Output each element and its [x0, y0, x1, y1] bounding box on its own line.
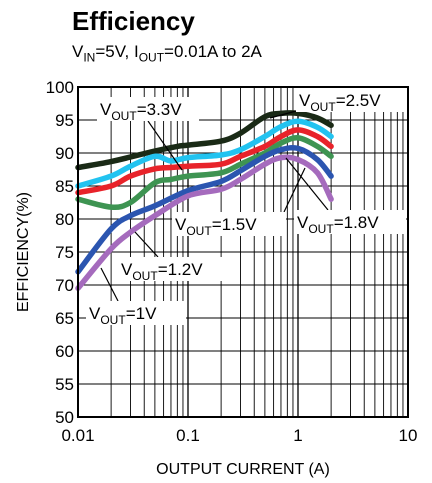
series-label-vout-1-8v: VOUT=1.8V	[297, 213, 379, 236]
annotation-leaders	[100, 109, 329, 302]
label-bg-vout-2-5v	[296, 88, 406, 112]
x-tick-label: 1	[293, 426, 302, 445]
series-label-vout-1-2v: VOUT=1.2V	[121, 260, 203, 283]
series-lines	[75, 110, 334, 292]
series-label-vout-3-3v: VOUT=3.3V	[100, 100, 182, 123]
chart-title: Efficiency	[72, 6, 195, 36]
x-tick-label: 0.01	[61, 426, 94, 445]
series-line-vout-1-2v	[75, 144, 334, 275]
chart-subtitle: VIN=5V, IOUT=0.01A to 2A	[72, 42, 262, 64]
x-axis-label: OUTPUT CURRENT (A)	[156, 461, 330, 478]
x-tick-label: 10	[399, 426, 418, 445]
label-v: V	[121, 260, 133, 279]
label-v: V	[89, 304, 101, 323]
y-tick-label: 85	[55, 177, 74, 196]
label-bg-vout-1-2v	[118, 257, 232, 281]
series-label-vout-2-5v: VOUT=2.5V	[299, 91, 381, 114]
series-line-vout-2-5v	[75, 110, 334, 171]
label-v: V	[299, 91, 311, 110]
subtitle-i-sub: OUT	[138, 50, 165, 65]
subtitle-v-rest: =5V,	[95, 42, 134, 61]
subtitle-i: I	[133, 42, 139, 61]
label-sub: OUT	[186, 224, 212, 238]
series-line-vout-1-5v	[75, 135, 334, 210]
label-value: =1V	[126, 304, 157, 323]
label-sub: OUT	[100, 313, 126, 327]
x-tick-label: 0.1	[176, 426, 200, 445]
label-v: V	[100, 100, 112, 119]
series-line-vout-1v	[75, 154, 334, 292]
series-line-vout-1-8v	[75, 127, 334, 196]
label-v: V	[175, 215, 187, 234]
label-value: =1.2V	[158, 260, 204, 279]
label-value: =3.3V	[137, 100, 183, 119]
label-value: =1.5V	[212, 215, 258, 234]
label-bg-vout-1-5v	[172, 212, 286, 236]
series-label-vout-1-5v: VOUT=1.5V	[175, 215, 257, 238]
label-value: =2.5V	[336, 91, 382, 110]
label-sub: OUT	[111, 109, 137, 123]
leader-line-vout-3-3v	[147, 120, 183, 171]
label-bg-vout-1v	[86, 301, 186, 325]
y-tick-label: 55	[55, 375, 74, 394]
label-v: V	[297, 213, 309, 232]
label-bg-vout-1-8v	[294, 210, 406, 234]
leader-line-vout-1-2v	[134, 231, 159, 258]
y-tick-labels: 50 55 60 65 70 75 80 85 90 95 100	[46, 78, 74, 427]
leader-line-vout-1v	[100, 267, 119, 302]
label-sub: OUT	[132, 269, 158, 283]
y-tick-label: 90	[55, 144, 74, 163]
y-tick-label: 80	[55, 210, 74, 229]
y-tick-label: 95	[55, 111, 74, 130]
series-label-vout-1v: VOUT=1V	[89, 304, 157, 327]
subtitle-v-sub: IN	[83, 50, 96, 65]
y-tick-label: 70	[55, 276, 74, 295]
y-tick-label: 65	[55, 309, 74, 328]
y-tick-label: 100	[46, 78, 74, 97]
label-value: =1.8V	[334, 213, 380, 232]
subtitle-i-rest: =0.01A to 2A	[164, 42, 262, 61]
leader-line-vout-2-5v	[269, 109, 301, 119]
label-sub: OUT	[308, 222, 334, 236]
y-tick-label: 50	[55, 408, 74, 427]
subtitle-v: V	[72, 42, 84, 61]
y-axis-label: EFFICIENCY(%)	[15, 192, 32, 312]
series-line-vout-3-3v	[75, 118, 334, 189]
x-tick-labels: 0.01 0.1 1 10	[61, 426, 417, 445]
y-tick-label: 75	[55, 243, 74, 262]
label-bg-vout-3-3v	[97, 97, 199, 121]
leader-line-vout-1-5v	[283, 167, 306, 213]
label-sub: OUT	[310, 100, 336, 114]
grid	[78, 87, 408, 417]
y-tick-label: 60	[55, 342, 74, 361]
plot-frame	[77, 86, 409, 418]
leader-line-vout-1-8v	[285, 157, 329, 211]
